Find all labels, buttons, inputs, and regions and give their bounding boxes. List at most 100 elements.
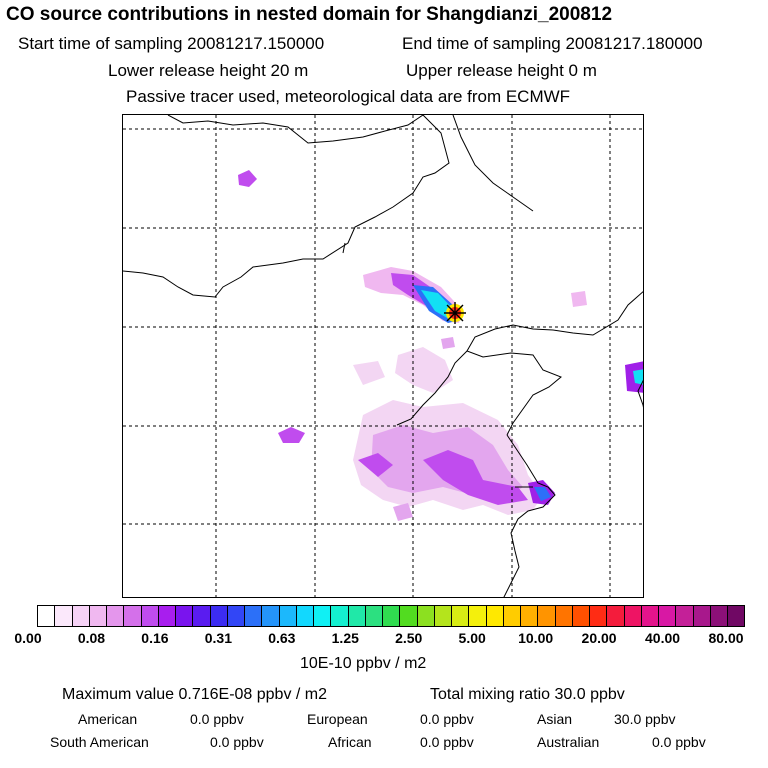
- color-scale-tick-label: 10.00: [518, 630, 554, 646]
- plume-east-blob: [571, 291, 587, 307]
- color-scale-segment: [140, 606, 158, 626]
- japan-coast: [637, 379, 643, 408]
- color-scale-tick-label: 1.25: [331, 630, 359, 646]
- boundary-lines: [123, 115, 643, 597]
- color-scale-segment: [382, 606, 400, 626]
- map-panel: [122, 114, 644, 598]
- color-scale-segment: [295, 606, 313, 626]
- south-american-value: 0.0 ppbv: [210, 734, 264, 750]
- plume-central-small: [441, 337, 455, 349]
- color-scale-ticks: 0.00 0.08 0.16 0.31 0.63 1.25 2.50 5.00 10.00 20.…: [0, 630, 768, 650]
- color-scale-segment: [433, 606, 451, 626]
- northeast-border: [123, 115, 450, 298]
- color-scale-tick-label: 0.00: [14, 630, 42, 646]
- color-scale-segment: [175, 606, 193, 626]
- max-value-label: Maximum value 0.716E-08 ppbv / m2: [62, 686, 328, 703]
- color-scale-tick-label: 0.16: [141, 630, 169, 646]
- asian-value: 30.0 ppbv: [614, 711, 676, 727]
- color-scale-tick-label: 0.63: [268, 630, 296, 646]
- color-scale-segment: [399, 606, 417, 626]
- color-scale-segment: [520, 606, 538, 626]
- south-american-label: South American: [50, 734, 149, 750]
- australian-label: Australian: [537, 734, 600, 750]
- lower-release-label: Lower release height 20 m: [108, 61, 309, 80]
- american-label: American: [78, 711, 138, 727]
- plume-areas: [238, 170, 643, 521]
- bohai-coast: [396, 350, 468, 426]
- plume-northwest-blob: [238, 170, 257, 187]
- color-scale-segment: [606, 606, 624, 626]
- color-scale-segment: [209, 606, 227, 626]
- color-scale-segment: [658, 606, 676, 626]
- mongolia-border: [167, 115, 424, 144]
- plume-central-light-2: [353, 361, 385, 385]
- map-canvas: [123, 115, 643, 597]
- units-label: 10E-10 ppbv / m2: [300, 655, 427, 672]
- color-scale-segment: [261, 606, 279, 626]
- color-scale-segment: [554, 606, 572, 626]
- plume-west-blob: [278, 427, 305, 443]
- african-label: African: [328, 734, 372, 750]
- lat-lon-grid: [123, 115, 643, 597]
- start-time-label: Start time of sampling 20081217.150000: [18, 34, 325, 53]
- color-scale-segment: [88, 606, 106, 626]
- color-scale-segment: [313, 606, 331, 626]
- tracer-note: Passive tracer used, meteorological data…: [126, 87, 571, 106]
- plume-sw-blob: [393, 503, 413, 521]
- color-scale-segment: [226, 606, 244, 626]
- asian-label: Asian: [537, 711, 573, 727]
- color-scale-tick-label: 0.08: [77, 630, 106, 646]
- plume-south-purple-2: [358, 453, 393, 477]
- color-scale-tick-label: 5.00: [458, 630, 486, 646]
- color-scale-segment: [571, 606, 589, 626]
- color-scale-tick-label: 80.00: [708, 630, 744, 646]
- color-scale-segment: [502, 606, 520, 626]
- color-scale-segment: [157, 606, 175, 626]
- australian-value: 0.0 ppbv: [652, 734, 706, 750]
- upper-release-label: Upper release height 0 m: [406, 61, 597, 80]
- plume-edge-cyan: [633, 369, 643, 385]
- color-scale-segment: [123, 606, 141, 626]
- color-scale-segment: [640, 606, 658, 626]
- color-scale-segment: [416, 606, 434, 626]
- color-scale-segment: [244, 606, 262, 626]
- shanghai-coast: [503, 434, 556, 597]
- color-scale-segment: [347, 606, 365, 626]
- european-label: European: [307, 711, 368, 727]
- color-scale-segment: [485, 606, 503, 626]
- korea-coast: [466, 291, 643, 436]
- european-value: 0.0 ppbv: [420, 711, 474, 727]
- color-scale-segment: [330, 606, 348, 626]
- color-scale-segment: [692, 606, 710, 626]
- chart-title: CO source contributions in nested domain…: [6, 4, 613, 25]
- color-scale-segment: [192, 606, 210, 626]
- color-scale-segment: [727, 606, 745, 626]
- color-scale-segment: [709, 606, 727, 626]
- plume-edge-blob: [625, 361, 643, 393]
- plume-central-light: [395, 347, 453, 393]
- color-scale-segment: [71, 606, 89, 626]
- color-scale-segment: [589, 606, 607, 626]
- color-scale-segment: [364, 606, 382, 626]
- color-scale-segment: [675, 606, 693, 626]
- color-scale-segment: [38, 606, 55, 626]
- african-value: 0.0 ppbv: [420, 734, 474, 750]
- color-scale-bar: [37, 605, 745, 627]
- color-scale-tick-label: 0.31: [204, 630, 232, 646]
- american-value: 0.0 ppbv: [190, 711, 244, 727]
- color-scale-segment: [278, 606, 296, 626]
- color-scale-segment: [451, 606, 469, 626]
- star-marker-icon: [444, 302, 466, 324]
- color-scale-segment: [468, 606, 486, 626]
- color-scale-segment: [54, 606, 72, 626]
- color-scale-segment: [623, 606, 641, 626]
- north-border-2: [452, 115, 534, 212]
- color-scale-tick-label: 40.00: [645, 630, 681, 646]
- color-scale-tick-label: 2.50: [395, 630, 423, 646]
- color-scale-segment: [537, 606, 555, 626]
- plume-south-purple: [423, 450, 528, 505]
- border-tick: [342, 242, 346, 254]
- color-scale-segment: [106, 606, 124, 626]
- plume-coast-blue: [534, 487, 551, 501]
- color-scale-tick-label: 20.00: [581, 630, 617, 646]
